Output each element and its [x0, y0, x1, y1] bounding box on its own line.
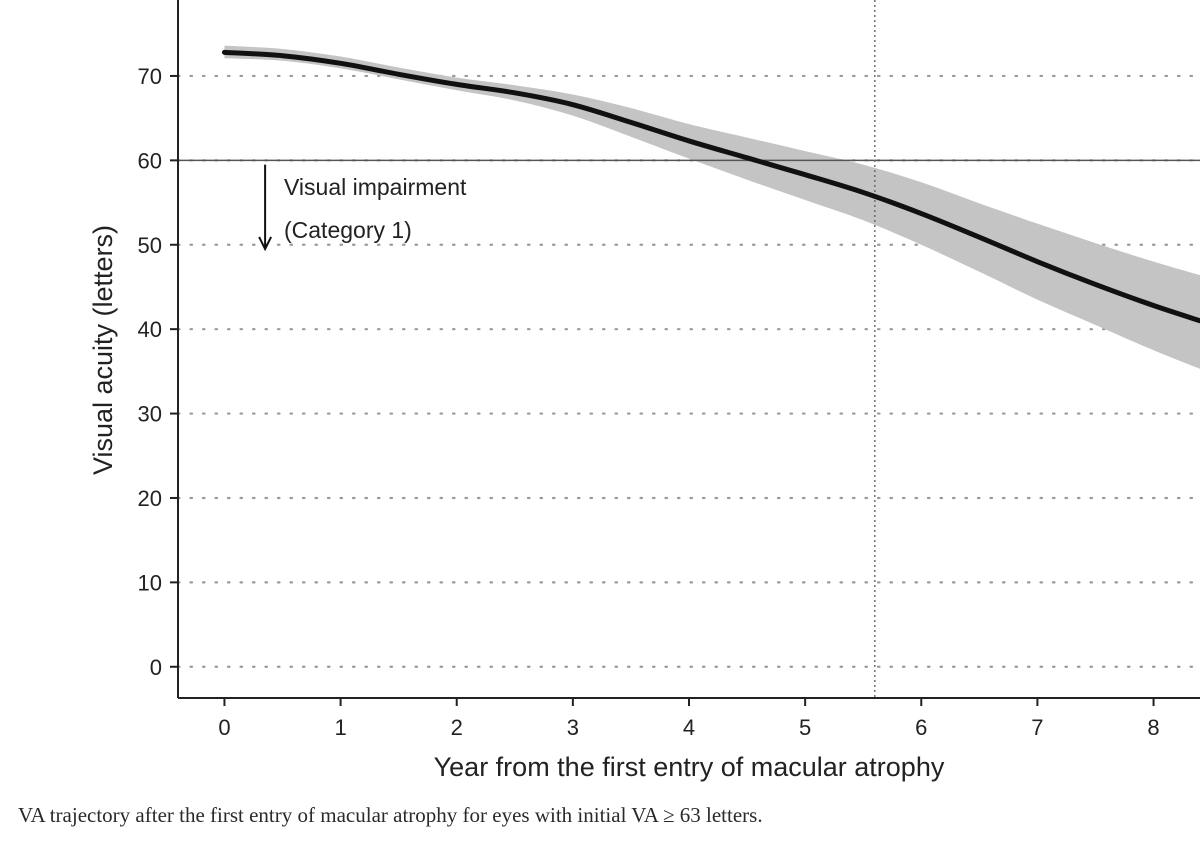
y-tick-label-40: 40 — [138, 317, 162, 342]
confidence-band-group — [224, 45, 1200, 369]
annotation-arrow-head — [258, 236, 272, 252]
gridlines — [176, 74, 1200, 668]
va-trajectory-chart: 0 10 20 30 40 50 60 70 0 1 2 3 4 5 6 7 8 Visual impairme… — [88, 0, 1200, 782]
y-tick-label-70: 70 — [138, 64, 162, 89]
x-tick-label-5: 5 — [799, 715, 811, 740]
x-tick-label-2: 2 — [451, 715, 463, 740]
x-tick-label-0: 0 — [218, 715, 230, 740]
y-tick-label-10: 10 — [138, 570, 162, 595]
y-tick-label-30: 30 — [138, 402, 162, 427]
x-axis-title: Year from the first entry of macular atr… — [434, 752, 945, 782]
y-tick-label-0: 0 — [150, 655, 162, 680]
axes: 0 10 20 30 40 50 60 70 0 1 2 3 4 5 6 7 8 — [138, 0, 1200, 740]
annotation-group: Visual impairment (Category 1) — [258, 164, 467, 252]
y-tick-label-50: 50 — [138, 233, 162, 258]
annotation-line2: (Category 1) — [284, 217, 412, 243]
annotation-line1: Visual impairment — [284, 174, 467, 200]
x-tick-label-3: 3 — [567, 715, 579, 740]
x-tick-label-6: 6 — [915, 715, 927, 740]
reference-lines — [178, 0, 1200, 698]
y-tick-label-20: 20 — [138, 486, 162, 511]
figure-caption: VA trajectory after the first entry of m… — [18, 803, 763, 827]
x-tick-label-7: 7 — [1031, 715, 1043, 740]
series-line — [221, 49, 1200, 324]
series-line-group — [221, 49, 1200, 324]
x-tick-label-1: 1 — [334, 715, 346, 740]
confidence-band — [224, 45, 1200, 369]
x-tick-label-8: 8 — [1147, 715, 1159, 740]
y-axis-title: Visual acuity (letters) — [88, 225, 118, 475]
y-tick-label-60: 60 — [138, 148, 162, 173]
x-tick-label-4: 4 — [683, 715, 695, 740]
